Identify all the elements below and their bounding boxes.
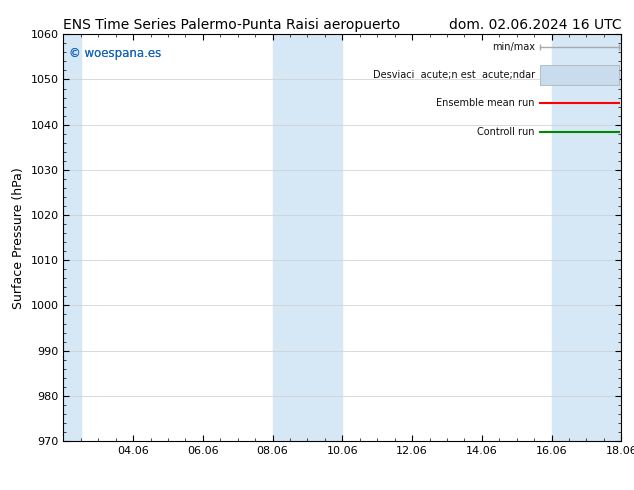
Bar (273, 34, 342, 441)
Text: © woespana.es: © woespana.es (69, 47, 161, 59)
Text: Ensemble mean run: Ensemble mean run (436, 98, 535, 108)
Text: Controll run: Controll run (477, 127, 535, 137)
Text: Desviaci  acute;n est  acute;ndar: Desviaci acute;n est acute;ndar (373, 70, 535, 80)
Text: min/max: min/max (492, 42, 535, 51)
Y-axis label: Surface Pressure (hPa): Surface Pressure (hPa) (12, 167, 25, 309)
Text: dom. 02.06.2024 16 UTC: dom. 02.06.2024 16 UTC (449, 18, 621, 32)
Bar (540, 65, 619, 85)
Bar (552, 34, 634, 441)
Text: ENS Time Series Palermo-Punta Raisi aeropuerto: ENS Time Series Palermo-Punta Raisi aero… (63, 18, 401, 32)
Text: © woespana.es: © woespana.es (69, 47, 161, 59)
Bar (63, 34, 81, 441)
